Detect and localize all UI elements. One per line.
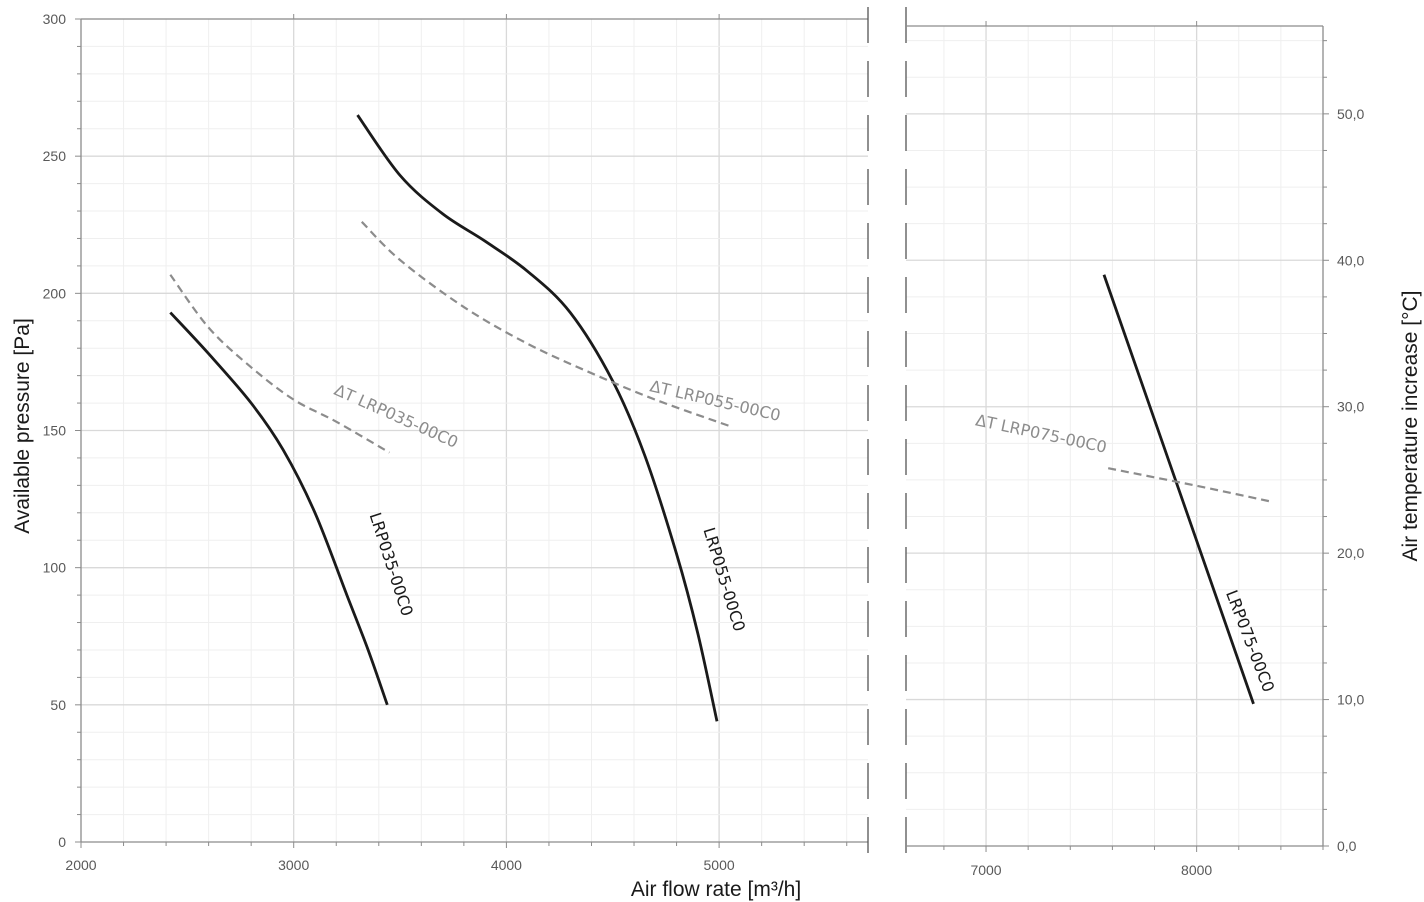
y2-tick-label: 0,0 (1337, 838, 1357, 854)
series-line-t-lrp055-00c0 (360, 221, 731, 428)
y-tick-label: 300 (43, 11, 67, 27)
y2-tick-label: 30,0 (1337, 399, 1364, 415)
series-line-t-lrp035-00c0 (169, 274, 390, 454)
x-tick-label: 3000 (278, 857, 309, 873)
x-tick-label: 5000 (704, 857, 735, 873)
series-line-lrp035-00c0 (169, 311, 389, 706)
y2-axis-title: Air temperature increase [°C] (1399, 290, 1422, 561)
y-tick-label: 0 (58, 834, 66, 850)
series-line-lrp075-00c0 (1102, 274, 1255, 705)
x-tick-label: 7000 (970, 862, 1001, 878)
y2-tick-label: 40,0 (1337, 252, 1364, 268)
y2-tick-label: 20,0 (1337, 545, 1364, 561)
x-tick-label: 8000 (1181, 862, 1212, 878)
series-line-t-lrp075-00c0 (1107, 467, 1273, 503)
y2-tick-label: 50,0 (1337, 106, 1364, 122)
x-axis-title: Air flow rate [m³/h] (631, 878, 801, 901)
y-tick-label: 100 (43, 560, 67, 576)
y-tick-label: 200 (43, 285, 67, 301)
series-line-lrp055-00c0 (356, 114, 719, 722)
x-tick-label: 2000 (65, 857, 96, 873)
y2-tick-label: 10,0 (1337, 692, 1364, 708)
y-tick-label: 150 (43, 423, 67, 439)
y-axis-title: Available pressure [Pa] (11, 318, 34, 534)
y-tick-label: 50 (50, 697, 66, 713)
y-tick-label: 250 (43, 148, 67, 164)
x-tick-label: 4000 (491, 857, 522, 873)
